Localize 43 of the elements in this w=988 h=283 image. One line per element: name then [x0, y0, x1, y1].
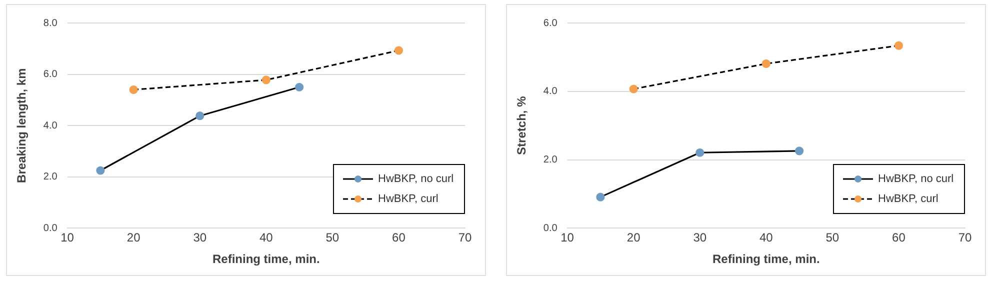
- x-tick-label: 50: [326, 230, 340, 245]
- x-tick-label: 70: [958, 230, 972, 245]
- legend-label: HwBKP, curl: [378, 193, 438, 206]
- y-tick-label: 4.0: [43, 120, 58, 132]
- point: [696, 148, 704, 157]
- point: [294, 82, 304, 92]
- point: [596, 192, 605, 202]
- y-tick-label: 0.0: [43, 222, 58, 234]
- legend-label: HwBKP, no curl: [878, 173, 954, 186]
- legend-label: HwBKP, no curl: [378, 173, 454, 186]
- point: [894, 41, 904, 50]
- x-tick-label: 60: [392, 230, 406, 245]
- y-tick-label: 2.0: [543, 154, 558, 166]
- x-tick-label: 10: [60, 230, 74, 245]
- y-axis-title: Stretch, %: [514, 96, 529, 155]
- y-tick-label: 8.0: [43, 18, 58, 29]
- x-tick-label: 10: [560, 230, 574, 245]
- point: [196, 112, 204, 120]
- x-tick-label: 70: [458, 230, 472, 245]
- point: [96, 166, 105, 175]
- point: [629, 84, 638, 94]
- y-tick-label: 4.0: [543, 86, 558, 98]
- point: [262, 76, 270, 84]
- y-tick-label: 6.0: [543, 18, 558, 29]
- y-tick-label: 6.0: [43, 69, 58, 80]
- y-tick-label: 0.0: [543, 222, 558, 234]
- point: [394, 46, 404, 55]
- x-tick-label: 20: [126, 230, 141, 245]
- point: [794, 146, 804, 156]
- y-tick-label: 2.0: [43, 172, 58, 183]
- point: [129, 85, 138, 94]
- x-tick-label: 30: [193, 230, 207, 245]
- point: [762, 59, 770, 68]
- x-tick-label: 40: [259, 230, 274, 245]
- x-tick-label: 50: [826, 230, 840, 245]
- legend-label: HwBKP, curl: [878, 193, 938, 206]
- x-axis-title: Refining time, min.: [712, 252, 820, 266]
- x-tick-label: 30: [693, 230, 707, 245]
- x-tick-label: 40: [759, 230, 774, 245]
- x-axis-title: Refining time, min.: [212, 252, 320, 266]
- x-tick-label: 20: [626, 230, 641, 245]
- x-tick-label: 60: [892, 230, 906, 245]
- y-axis-title: Breaking length, km: [14, 68, 29, 183]
